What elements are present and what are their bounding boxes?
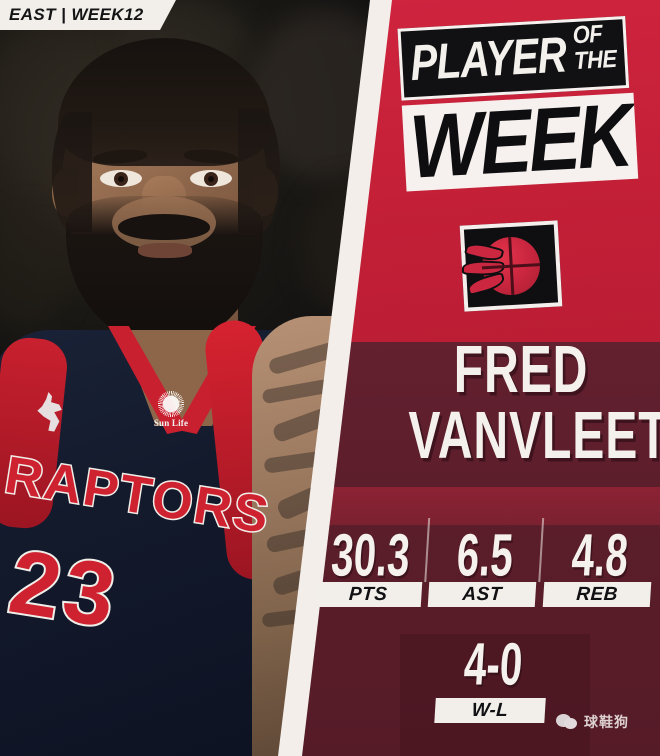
record-value: 4-0	[461, 631, 524, 698]
title-player-word: PLAYER	[408, 27, 568, 92]
title-of-the: OF THE	[572, 19, 618, 75]
stat-ast: 6.5 AST	[427, 518, 545, 622]
jersey-sponsor-text: Sun Life	[153, 417, 189, 428]
stat-row: 30.3 PTS 6.5 AST 4.8 REB	[313, 518, 655, 622]
lips	[138, 243, 192, 258]
stat-value: 6.5	[454, 522, 515, 589]
jersey-sponsor-patch: Sun Life	[140, 386, 202, 432]
stat-pts: 30.3 PTS	[313, 518, 431, 622]
claw-mark	[466, 242, 503, 262]
eye-right	[190, 170, 232, 187]
claw-mark	[463, 261, 503, 275]
panel-record-backdrop	[400, 634, 590, 756]
title-upper-block: PLAYER OF THE	[397, 16, 630, 101]
title-week-word: WEEK	[407, 92, 633, 192]
banner-label: EAST | WEEK12	[9, 5, 144, 24]
conference-week-banner: EAST | WEEK12	[0, 0, 176, 30]
title-the-word: THE	[573, 44, 618, 75]
title-lockup: PLAYER OF THE WEEK	[397, 15, 644, 196]
stat-value: 4.8	[569, 522, 630, 589]
player-first-name: FRED	[453, 330, 589, 407]
sun-icon	[158, 390, 184, 417]
player-name: FRED VANVLEET	[390, 335, 660, 468]
watermark: 球鞋狗	[556, 712, 629, 732]
stat-reb: 4.8 REB	[541, 518, 655, 622]
title-lower-block: WEEK	[401, 92, 639, 192]
panel-accent-band	[294, 487, 660, 525]
player-last-name: VANVLEET	[408, 396, 660, 472]
team-logo	[459, 220, 563, 312]
raptors-basketball-logo	[463, 235, 542, 297]
record-block: 4-0 W-L	[413, 631, 570, 723]
wechat-icon	[556, 713, 578, 731]
background-blur-4	[0, 210, 70, 330]
eye-left	[100, 170, 142, 187]
stat-value: 30.3	[329, 522, 412, 589]
claw-mark	[468, 274, 504, 294]
mustache	[118, 214, 210, 240]
watermark-text: 球鞋狗	[584, 715, 629, 731]
